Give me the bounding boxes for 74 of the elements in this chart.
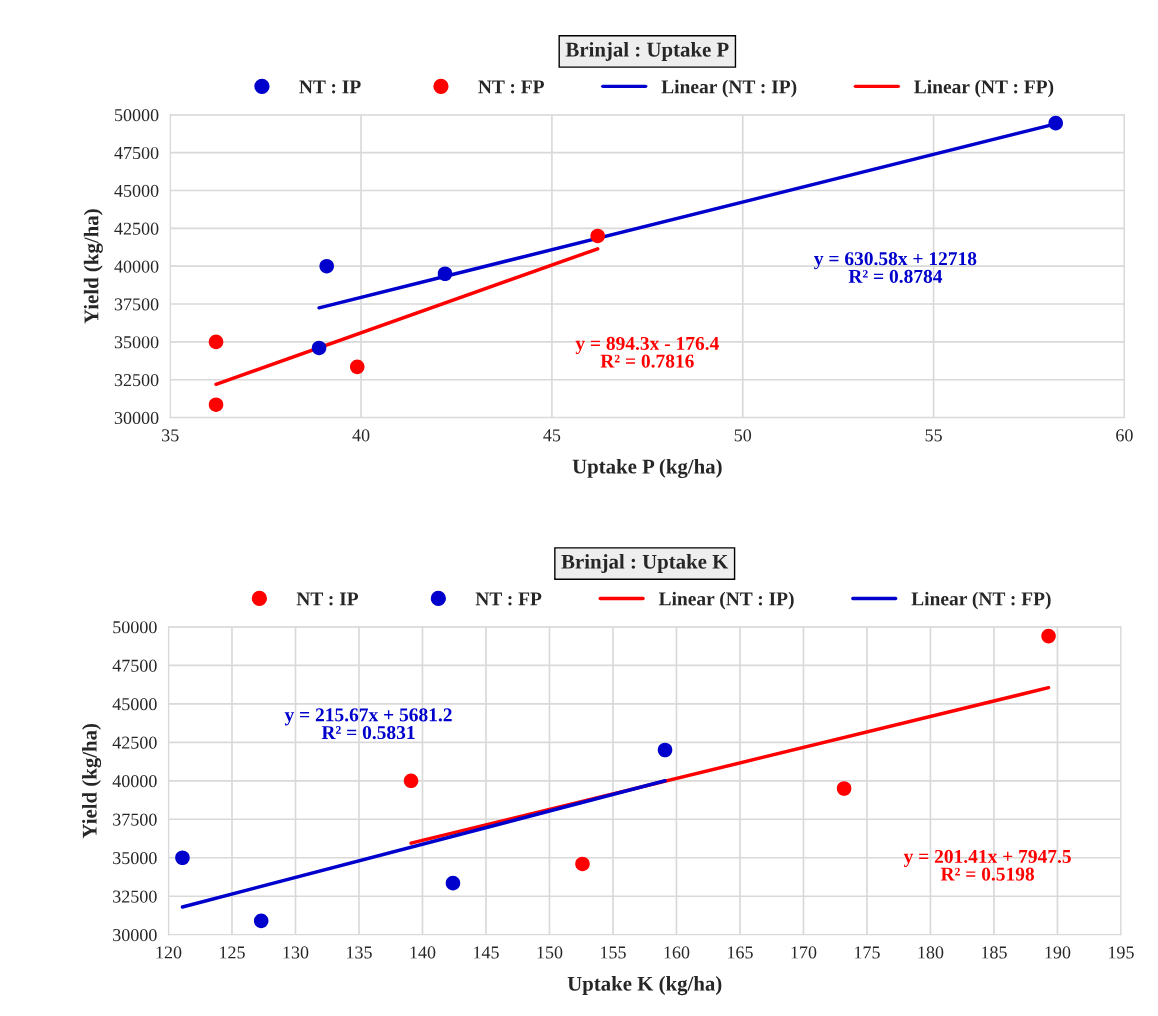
y-tick-label: 32500: [114, 373, 159, 387]
legend-label: Linear (NT : FP): [911, 591, 1051, 610]
legend-label: Linear (NT : IP): [658, 591, 794, 610]
x-tick-label: 145: [474, 946, 499, 959]
legend-label: NT : IP: [296, 592, 359, 606]
point: [657, 742, 673, 758]
x-tick-label: 135: [347, 946, 372, 959]
y-tick-label: 32500: [113, 890, 157, 903]
legend-label: Linear (NT : IP): [661, 79, 797, 98]
point: [319, 258, 334, 274]
y-tick-label: 42500: [112, 736, 157, 749]
point: [311, 340, 327, 356]
x-tick-label: 160: [664, 946, 690, 959]
x-tick-label: 185: [982, 946, 1007, 959]
x-tick-label: 130: [283, 946, 309, 959]
y-tick-label: 40000: [112, 775, 157, 788]
x-tick-label: 125: [220, 946, 245, 959]
x-tick-label: 35: [162, 429, 179, 442]
chart-title: Brinjal : Uptake P: [565, 42, 729, 61]
y-tick-label: 35000: [114, 336, 159, 349]
y-tick-label: 37500: [113, 813, 157, 826]
x-tick-label: 40: [352, 429, 370, 442]
y-tick-label: 40000: [114, 260, 159, 273]
x-tick-label: 190: [1045, 946, 1071, 959]
x-tick-label: 195: [1108, 946, 1134, 959]
point: [437, 266, 453, 282]
point: [175, 850, 190, 866]
x-tick-label: 45: [543, 429, 561, 442]
x-tick-label: 140: [410, 946, 436, 959]
x-axis-title: Uptake K (kg/ha): [567, 976, 722, 996]
x-tick-label: 165: [728, 946, 753, 959]
legend-label: NT : IP: [299, 80, 361, 94]
point: [208, 397, 224, 412]
point: [1041, 628, 1056, 644]
y-tick-label: 45000: [114, 184, 159, 197]
x-tick-label: 50: [734, 429, 752, 442]
legend-label: Linear (NT : FP): [914, 79, 1054, 98]
chart-title: Brinjal : Uptake K: [561, 554, 729, 573]
x-axis-title: Uptake P (kg/ha): [572, 458, 722, 479]
x-tick-label: 170: [791, 946, 817, 959]
x-tick-label: 155: [601, 946, 626, 959]
point: [403, 773, 419, 789]
x-tick-label: 60: [1116, 429, 1133, 442]
y-tick-label: 30000: [114, 411, 159, 425]
annotation: y = 201.41x + 7947.5 R² = 0.5198: [903, 849, 1071, 881]
y-tick-label: 37500: [114, 298, 159, 311]
legend-label: NT : FP: [475, 592, 542, 606]
y-tick-label: 45000: [112, 698, 157, 711]
legend-label: NT : FP: [478, 80, 544, 94]
point: [445, 875, 461, 891]
point: [253, 913, 269, 929]
annotation: y = 215.67x + 5681.2 R² = 0.5831: [284, 708, 452, 740]
y-tick-label: 47500: [114, 146, 159, 160]
y-tick-label: 42500: [114, 222, 159, 235]
y-tick-label: 47500: [112, 659, 157, 672]
x-tick-label: 150: [537, 946, 563, 959]
point: [836, 781, 852, 796]
x-tick-label: 175: [855, 946, 880, 959]
point: [349, 359, 365, 375]
y-axis-title: Yield (kg/ha): [83, 209, 103, 324]
y-tick-label: 30000: [113, 928, 157, 942]
y-tick-label: 50000: [115, 109, 159, 122]
y-tick-label: 35000: [113, 852, 157, 865]
annotation: y = 894.3x - 176.4 R² = 0.7816: [575, 336, 719, 368]
y-axis-title: Yield (kg/ha): [82, 723, 102, 839]
annotation: y = 630.58x + 12718 R² = 0.8784: [814, 252, 977, 283]
point: [208, 334, 224, 350]
x-tick-label: 55: [925, 429, 942, 442]
point: [590, 228, 605, 244]
x-tick-label: 120: [156, 946, 182, 959]
x-tick-label: 180: [918, 946, 944, 959]
point: [575, 856, 590, 872]
point: [1048, 115, 1063, 131]
y-tick-label: 50000: [113, 621, 157, 634]
